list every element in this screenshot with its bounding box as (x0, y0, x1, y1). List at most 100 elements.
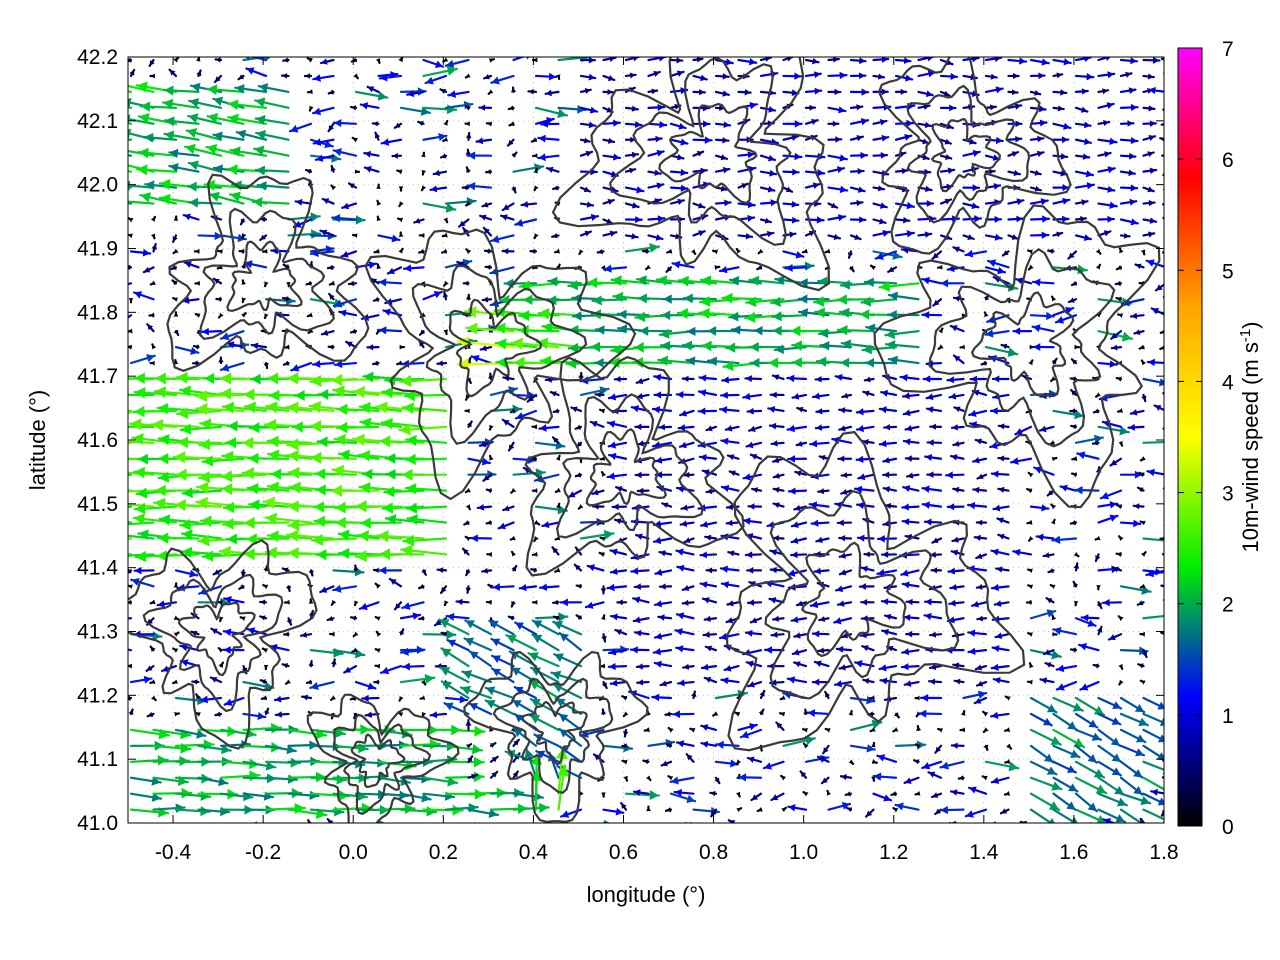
wind-arrow (465, 719, 472, 732)
wind-arrow (1074, 182, 1096, 190)
wind-arrow (849, 57, 867, 65)
wind-arrow (283, 826, 289, 833)
wind-arrow (531, 551, 538, 557)
wind-arrow (575, 614, 583, 621)
wind-arrow (700, 724, 718, 732)
wind-arrow (1028, 359, 1034, 366)
wind-arrow (720, 437, 740, 446)
wind-arrow (714, 136, 730, 144)
wind-arrow (620, 801, 628, 811)
wind-arrow (358, 601, 380, 611)
wind-arrow (1052, 136, 1070, 144)
wind-arrow (1067, 297, 1078, 304)
wind-arrow (692, 167, 708, 175)
wind-arrow (1182, 836, 1188, 842)
wind-arrow (534, 106, 568, 119)
wind-arrow (682, 471, 695, 478)
wind-arrow (255, 129, 290, 141)
wind-arrow (863, 277, 898, 288)
wind-arrow (624, 186, 645, 194)
wind-arrow (607, 393, 628, 401)
wind-arrow (827, 120, 840, 127)
wind-arrow (338, 449, 380, 461)
wind-arrow (534, 72, 558, 81)
wind-arrow (916, 724, 922, 732)
wind-arrow (308, 598, 314, 604)
wind-arrow (849, 744, 876, 753)
wind-arrow (210, 627, 223, 636)
wind-arrow (861, 344, 898, 355)
wind-arrow (737, 773, 763, 782)
wind-arrow (983, 744, 989, 751)
wind-arrow (936, 264, 943, 270)
wind-arrow (245, 67, 268, 78)
wind-arrow (921, 311, 943, 319)
wind-arrow (682, 293, 718, 304)
wind-arrow (329, 484, 380, 497)
wind-arrow (317, 389, 358, 400)
wind-arrow (1026, 487, 1033, 494)
wind-arrow (881, 628, 898, 636)
wind-arrow (602, 264, 628, 273)
wind-arrow (327, 122, 335, 133)
wind-arrow (728, 470, 740, 477)
wind-arrow (883, 613, 898, 621)
wind-arrow (737, 232, 754, 240)
wind-arrow (814, 375, 830, 383)
wind-arrow (305, 679, 313, 685)
wind-arrow (201, 550, 245, 562)
wind-arrow (878, 440, 898, 448)
wind-arrow (1073, 551, 1080, 558)
wind-arrow (512, 802, 550, 814)
wind-arrow (669, 70, 685, 78)
wind-arrow (949, 324, 965, 333)
wind-arrow (377, 234, 401, 243)
wind-arrow (1163, 726, 1164, 729)
wind-arrow (849, 118, 870, 126)
wind-arrow (917, 103, 931, 110)
wind-arrow (872, 792, 893, 802)
wind-arrow (1042, 649, 1055, 656)
wind-arrow (862, 390, 875, 397)
wind-arrow (552, 408, 560, 414)
wind-arrow (507, 105, 515, 111)
wind-arrow (466, 182, 493, 191)
wind-arrow (1110, 344, 1123, 351)
wind-arrow (1074, 760, 1106, 779)
x-axis-label: longitude (°) (587, 882, 706, 907)
x-tick-label: 0.8 (699, 841, 728, 864)
wind-arrow (128, 537, 133, 540)
wind-arrow (180, 529, 223, 541)
wind-arrow (791, 340, 830, 351)
y-tick-label: 41.3 (77, 621, 118, 644)
wind-arrow (990, 470, 1010, 478)
wind-arrow (669, 168, 689, 176)
wind-arrow (132, 291, 155, 301)
wind-arrow (467, 839, 472, 844)
wind-arrow (444, 756, 485, 768)
wind-arrow (932, 298, 943, 307)
wind-arrow (900, 569, 920, 577)
wind-arrow (1097, 728, 1122, 747)
wind-arrow (922, 375, 943, 383)
wind-arrow (238, 248, 245, 254)
wind-arrow (1007, 57, 1028, 65)
wind-arrow (804, 57, 820, 65)
wind-arrow (489, 770, 499, 779)
wind-arrow (834, 373, 853, 381)
wind-arrow (1162, 598, 1164, 602)
wind-arrow (173, 329, 180, 337)
wind-arrow (149, 360, 155, 366)
wind-arrow (1119, 120, 1135, 127)
wind-arrow (223, 596, 245, 604)
wind-arrow (1142, 696, 1164, 710)
wind-arrow (183, 143, 223, 157)
wind-arrow (990, 548, 1010, 556)
wind-arrow (150, 233, 156, 240)
wind-arrow (669, 184, 689, 192)
wind-arrow (284, 599, 290, 605)
wind-arrow (1139, 679, 1146, 685)
wind-arrow (418, 339, 425, 349)
wind-arrow (746, 567, 763, 574)
wind-arrow (1119, 776, 1144, 796)
